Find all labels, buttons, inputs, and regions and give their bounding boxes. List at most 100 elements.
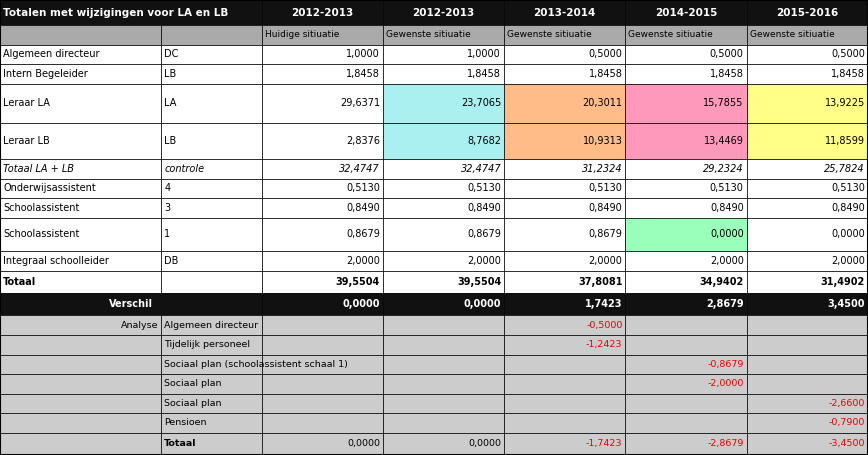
Bar bbox=[0, 251, 161, 271]
Bar bbox=[0, 64, 161, 84]
Bar bbox=[161, 25, 261, 45]
Bar bbox=[0, 179, 161, 198]
Bar bbox=[261, 45, 383, 64]
Text: 0,0000: 0,0000 bbox=[832, 229, 865, 239]
Text: 23,7065: 23,7065 bbox=[461, 98, 501, 108]
Bar bbox=[383, 394, 504, 413]
Text: 1,8458: 1,8458 bbox=[467, 69, 501, 79]
Bar bbox=[626, 179, 746, 198]
Bar bbox=[0, 335, 161, 354]
Text: Integraal schoolleider: Integraal schoolleider bbox=[3, 256, 108, 266]
Text: LB: LB bbox=[164, 69, 176, 79]
Text: Algemeen directeur: Algemeen directeur bbox=[3, 50, 100, 60]
Text: -0,7900: -0,7900 bbox=[829, 419, 865, 427]
Text: 39,5504: 39,5504 bbox=[457, 277, 501, 287]
Bar bbox=[0, 45, 161, 64]
Text: Sociaal plan: Sociaal plan bbox=[164, 399, 222, 408]
Bar bbox=[626, 354, 746, 374]
Bar bbox=[261, 25, 383, 45]
Bar bbox=[746, 123, 868, 159]
Text: Onderwijsassistent: Onderwijsassistent bbox=[3, 183, 95, 193]
Text: 0,8679: 0,8679 bbox=[467, 229, 501, 239]
Text: 39,5504: 39,5504 bbox=[336, 277, 380, 287]
Bar bbox=[504, 84, 626, 123]
Bar bbox=[0, 394, 161, 413]
Bar bbox=[383, 123, 504, 159]
Bar bbox=[0, 123, 161, 159]
Bar bbox=[504, 374, 626, 394]
Bar bbox=[161, 315, 261, 335]
Text: 1,8458: 1,8458 bbox=[710, 69, 744, 79]
Text: 0,0000: 0,0000 bbox=[347, 440, 380, 448]
Text: 10,9313: 10,9313 bbox=[582, 136, 622, 146]
Bar bbox=[383, 64, 504, 84]
Bar bbox=[261, 315, 383, 335]
Bar bbox=[161, 179, 261, 198]
Bar bbox=[0, 315, 161, 335]
Bar bbox=[504, 25, 626, 45]
Text: 3,4500: 3,4500 bbox=[827, 299, 865, 309]
Text: 25,7824: 25,7824 bbox=[825, 164, 865, 174]
Text: 3: 3 bbox=[164, 203, 170, 213]
Text: Gewenste sitiuatie: Gewenste sitiuatie bbox=[386, 30, 470, 40]
Bar bbox=[626, 374, 746, 394]
Bar bbox=[161, 159, 261, 179]
Bar bbox=[261, 335, 383, 354]
Text: 0,5000: 0,5000 bbox=[589, 50, 622, 60]
Bar bbox=[746, 433, 868, 455]
Bar bbox=[746, 64, 868, 84]
Bar bbox=[161, 123, 261, 159]
Bar bbox=[626, 293, 746, 315]
Text: 1,0000: 1,0000 bbox=[467, 50, 501, 60]
Text: 20,3011: 20,3011 bbox=[582, 98, 622, 108]
Bar bbox=[746, 335, 868, 354]
Bar bbox=[504, 198, 626, 218]
Bar bbox=[746, 218, 868, 251]
Bar bbox=[626, 64, 746, 84]
Bar bbox=[0, 218, 161, 251]
Text: Sociaal plan: Sociaal plan bbox=[164, 379, 222, 388]
Bar bbox=[161, 64, 261, 84]
Bar bbox=[504, 271, 626, 293]
Text: Totaal: Totaal bbox=[164, 440, 197, 448]
Text: 13,4469: 13,4469 bbox=[704, 136, 744, 146]
Text: Intern Begeleider: Intern Begeleider bbox=[3, 69, 88, 79]
Text: 0,8490: 0,8490 bbox=[346, 203, 380, 213]
Bar bbox=[261, 354, 383, 374]
Bar bbox=[383, 84, 504, 123]
Text: 2,8376: 2,8376 bbox=[345, 136, 380, 146]
Text: 1,8458: 1,8458 bbox=[832, 69, 865, 79]
Bar bbox=[626, 251, 746, 271]
Text: Algemeen directeur: Algemeen directeur bbox=[164, 321, 259, 330]
Bar bbox=[746, 374, 868, 394]
Bar bbox=[261, 123, 383, 159]
Bar bbox=[626, 413, 746, 433]
Bar bbox=[746, 251, 868, 271]
Text: 31,2324: 31,2324 bbox=[582, 164, 622, 174]
Bar bbox=[261, 251, 383, 271]
Bar bbox=[626, 159, 746, 179]
Text: 0,5000: 0,5000 bbox=[710, 50, 744, 60]
Bar bbox=[261, 413, 383, 433]
Bar bbox=[504, 354, 626, 374]
Bar bbox=[261, 84, 383, 123]
Bar bbox=[746, 25, 868, 45]
Text: 1,8458: 1,8458 bbox=[589, 69, 622, 79]
Text: 2,8679: 2,8679 bbox=[706, 299, 744, 309]
Text: 0,0000: 0,0000 bbox=[710, 229, 744, 239]
Bar bbox=[161, 433, 261, 455]
Bar bbox=[383, 45, 504, 64]
Text: controle: controle bbox=[164, 164, 205, 174]
Bar bbox=[626, 394, 746, 413]
Bar bbox=[504, 123, 626, 159]
Bar bbox=[746, 0, 868, 25]
Text: DB: DB bbox=[164, 256, 179, 266]
Text: 2,0000: 2,0000 bbox=[832, 256, 865, 266]
Bar bbox=[504, 159, 626, 179]
Bar bbox=[626, 271, 746, 293]
Text: 2012-2013: 2012-2013 bbox=[412, 8, 475, 18]
Bar bbox=[746, 84, 868, 123]
Text: Gewenste sitiuatie: Gewenste sitiuatie bbox=[628, 30, 713, 40]
Bar bbox=[383, 25, 504, 45]
Text: 0,8490: 0,8490 bbox=[467, 203, 501, 213]
